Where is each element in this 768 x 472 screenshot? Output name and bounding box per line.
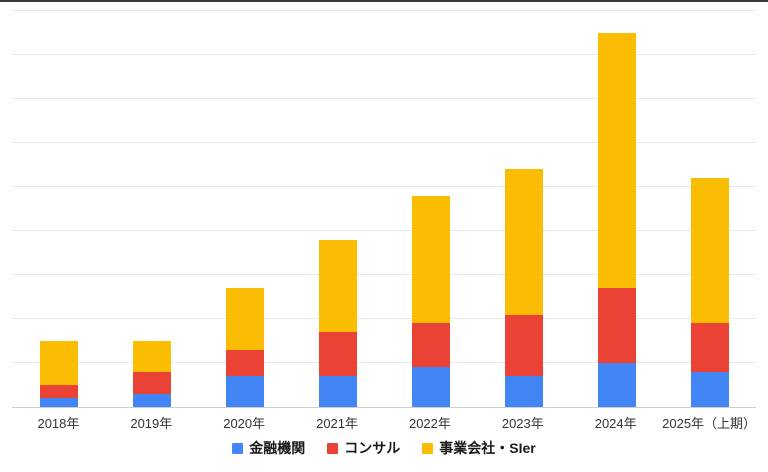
bar-segment bbox=[690, 323, 729, 372]
gridlines bbox=[12, 10, 756, 407]
bars bbox=[12, 10, 756, 407]
gridline bbox=[12, 98, 756, 99]
bar-segment bbox=[318, 239, 357, 333]
bar-slot bbox=[663, 10, 756, 407]
gridline bbox=[12, 142, 756, 143]
stacked-bar bbox=[318, 239, 357, 407]
top-border bbox=[0, 0, 768, 2]
legend-item-business-sier: 事業会社・SIer bbox=[422, 438, 536, 458]
x-axis-label: 2021年 bbox=[316, 416, 359, 431]
bar-segment bbox=[597, 363, 636, 407]
legend-item-consulting: コンサル bbox=[327, 438, 400, 458]
bar-segment bbox=[411, 367, 450, 407]
x-axis-label: 2025年（上期） bbox=[662, 416, 757, 431]
bar-segment bbox=[690, 178, 729, 324]
stacked-bar bbox=[504, 169, 543, 407]
x-axis-label: 2018年 bbox=[37, 416, 80, 431]
bar-segment bbox=[225, 288, 264, 350]
x-axis-labels: 2018年 2019年 2020年 2021年 2022年 2023年 2024年 2025年… bbox=[12, 413, 756, 432]
legend: 金融機関 コンサル 事業会社・SIer bbox=[0, 438, 768, 458]
x-axis-label: 2023年 bbox=[501, 416, 544, 431]
gridline bbox=[12, 318, 756, 319]
bar-segment bbox=[132, 393, 171, 407]
stacked-bar bbox=[411, 195, 450, 407]
gridline bbox=[12, 186, 756, 187]
bar-slot bbox=[198, 10, 291, 407]
bar-segment bbox=[504, 376, 543, 407]
stacked-bar bbox=[225, 288, 264, 407]
stacked-bar bbox=[597, 33, 636, 407]
plot-area bbox=[12, 10, 756, 408]
x-axis-label: 2020年 bbox=[223, 416, 266, 431]
bar-segment bbox=[39, 341, 78, 386]
legend-swatch-red-icon bbox=[327, 442, 339, 454]
bar-segment bbox=[132, 371, 171, 394]
gridline bbox=[12, 274, 756, 275]
gridline bbox=[12, 230, 756, 231]
legend-swatch-blue-icon bbox=[232, 442, 244, 454]
bar-segment bbox=[411, 323, 450, 368]
legend-item-finance: 金融機関 bbox=[232, 438, 305, 458]
legend-label: コンサル bbox=[344, 440, 401, 456]
bar-segment bbox=[39, 385, 78, 399]
stacked-bar bbox=[690, 178, 729, 407]
bar-segment bbox=[225, 376, 264, 407]
bar-segment bbox=[504, 169, 543, 315]
bar-segment bbox=[132, 341, 171, 372]
x-axis-label: 2022年 bbox=[408, 416, 451, 431]
bar-segment bbox=[225, 349, 264, 377]
bar-slot bbox=[570, 10, 663, 407]
bar-slot bbox=[291, 10, 384, 407]
bar-segment bbox=[597, 33, 636, 289]
bar-segment bbox=[39, 398, 78, 407]
bar-segment bbox=[411, 195, 450, 324]
gridline bbox=[12, 362, 756, 363]
x-axis-label: 2019年 bbox=[130, 416, 173, 431]
stacked-bar bbox=[39, 341, 78, 407]
bar-segment bbox=[504, 314, 543, 377]
bar-segment bbox=[597, 288, 636, 363]
bar-segment bbox=[690, 371, 729, 407]
legend-label: 事業会社・SIer bbox=[439, 440, 536, 456]
bar-segment bbox=[318, 376, 357, 407]
x-axis-label: 2024年 bbox=[594, 416, 637, 431]
bar-slot bbox=[384, 10, 477, 407]
bar-slot bbox=[105, 10, 198, 407]
stacked-bar bbox=[132, 341, 171, 407]
gridline bbox=[12, 10, 756, 11]
legend-label: 金融機関 bbox=[249, 440, 306, 456]
gridline bbox=[12, 54, 756, 55]
bar-slot bbox=[12, 10, 105, 407]
legend-swatch-yellow-icon bbox=[422, 442, 434, 454]
bar-slot bbox=[477, 10, 570, 407]
bar-segment bbox=[318, 332, 357, 377]
